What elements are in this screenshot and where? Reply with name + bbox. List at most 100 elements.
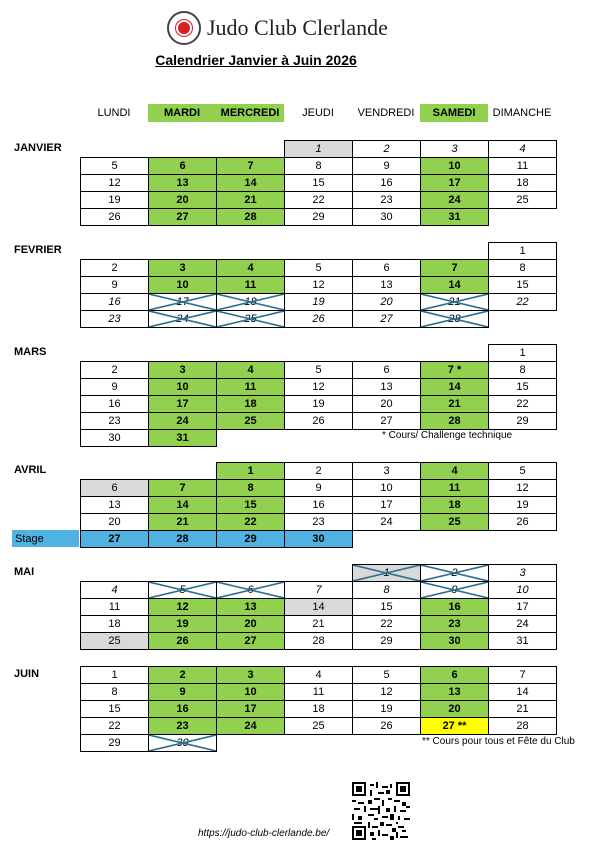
day-number: 6: [451, 669, 458, 681]
qr-code-icon[interactable]: [352, 782, 410, 840]
day-cell: 3: [420, 140, 489, 158]
day-number: 2: [111, 364, 118, 376]
day-number: 17: [448, 177, 461, 189]
day-number: 16: [448, 601, 461, 613]
day-number: 13: [244, 601, 257, 613]
day-number: 5: [519, 465, 526, 477]
day-number: 7: [519, 669, 526, 681]
day-cell: 10: [148, 378, 217, 396]
day-number: 20: [176, 194, 189, 206]
day-number: 24: [176, 313, 189, 325]
day-number: 4: [111, 584, 118, 596]
day-number: 15: [244, 499, 257, 511]
day-cell: 28: [284, 632, 353, 650]
day-cell: 12: [284, 276, 353, 294]
day-number: 31: [176, 432, 189, 444]
day-cell: 11: [420, 479, 489, 497]
day-number: 14: [448, 381, 461, 393]
day-cell: 16: [80, 293, 149, 311]
day-cell: 5: [80, 157, 149, 175]
day-cell: 19: [148, 615, 217, 633]
day-cell: 18: [284, 700, 353, 718]
day-number: 2: [383, 143, 390, 155]
day-cell: 18: [216, 293, 285, 311]
day-cell: 27: [352, 310, 421, 328]
day-cell: 22: [216, 513, 285, 531]
day-cell: 21: [148, 513, 217, 531]
day-number: 30: [176, 737, 189, 749]
day-cell: 10: [148, 276, 217, 294]
day-number: 21: [312, 618, 325, 630]
day-number: 7: [451, 262, 458, 274]
day-number: 6: [179, 160, 186, 172]
day-cell: 21: [488, 700, 557, 718]
day-cell: 6: [148, 157, 217, 175]
day-cell: 9: [420, 581, 489, 599]
day-cell: 14: [420, 276, 489, 294]
day-number: 18: [516, 177, 529, 189]
day-number: 19: [312, 296, 325, 308]
day-cell: 14: [148, 496, 217, 514]
day-number: 16: [312, 499, 325, 511]
day-header-mercredi: MERCREDI: [216, 104, 284, 122]
day-cell: 28: [488, 717, 557, 735]
day-cell: 13: [80, 496, 149, 514]
day-number: 28: [448, 415, 461, 427]
day-number: 12: [176, 601, 189, 613]
day-number: 28: [244, 211, 257, 223]
day-cell: 17: [420, 174, 489, 192]
day-number: 9: [111, 279, 118, 291]
day-cell: 8: [284, 157, 353, 175]
day-cell: 10: [488, 581, 557, 599]
day-cell: 7: [284, 581, 353, 599]
day-cell: 19: [352, 700, 421, 718]
day-number: 25: [244, 313, 257, 325]
day-cell: 1: [352, 564, 421, 582]
day-cell: 8: [352, 581, 421, 599]
month-label-juin: JUIN: [14, 668, 40, 680]
day-header-dimanche: DIMANCHE: [492, 107, 552, 119]
day-cell: 13: [352, 276, 421, 294]
website-url[interactable]: https://judo-club-clerlande.be/: [198, 828, 330, 839]
day-cell: 10: [216, 683, 285, 701]
day-number: 8: [247, 482, 254, 494]
day-cell: 11: [488, 157, 557, 175]
day-number: 22: [380, 618, 393, 630]
day-number: 20: [244, 618, 257, 630]
day-cell: 6: [352, 361, 421, 379]
day-number: 11: [448, 482, 461, 494]
day-cell: 9: [284, 479, 353, 497]
day-number: 23: [108, 313, 121, 325]
day-number: 11: [108, 601, 121, 613]
day-cell: 25: [488, 191, 557, 209]
day-cell: 14: [420, 378, 489, 396]
day-cell: 18: [80, 615, 149, 633]
day-cell: 30: [80, 429, 149, 447]
day-number: 12: [312, 381, 325, 393]
day-number: 26: [516, 516, 529, 528]
day-cell: 20: [216, 615, 285, 633]
day-cell: 28: [420, 310, 489, 328]
day-cell: 23: [352, 191, 421, 209]
day-number: 16: [108, 398, 121, 410]
month-label-mai: MAI: [14, 566, 35, 578]
day-cell: 5: [352, 666, 421, 684]
day-number: 12: [108, 177, 121, 189]
day-number: 11: [244, 279, 257, 291]
day-number: 4: [247, 364, 254, 376]
day-number: 31: [448, 211, 461, 223]
day-number: 21: [448, 398, 461, 410]
day-number: 10: [244, 686, 257, 698]
day-cell: 15: [352, 598, 421, 616]
day-number: 10: [516, 584, 529, 596]
day-number: 21: [516, 703, 529, 715]
day-number: 19: [176, 618, 189, 630]
day-number: 16: [108, 296, 121, 308]
day-number: 5: [315, 262, 322, 274]
day-cell: 14: [216, 174, 285, 192]
day-cell: 19: [80, 191, 149, 209]
day-number: 29: [244, 533, 257, 545]
day-cell: 4: [420, 462, 489, 480]
day-cell: 29: [352, 632, 421, 650]
day-cell: 19: [284, 395, 353, 413]
